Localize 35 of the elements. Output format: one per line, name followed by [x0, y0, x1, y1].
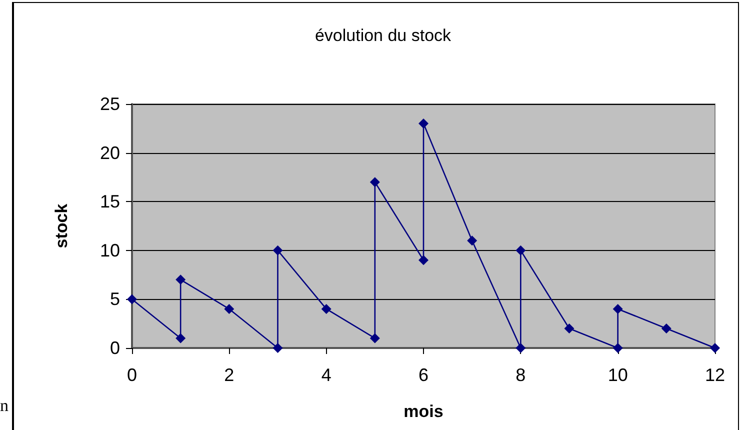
y-tick-label: 15 — [100, 192, 120, 212]
x-tick-label: 4 — [321, 365, 332, 385]
point — [710, 343, 720, 353]
point — [661, 323, 672, 334]
point — [370, 333, 380, 344]
x-tick-label: 10 — [608, 365, 628, 385]
point — [224, 304, 234, 314]
point — [176, 333, 186, 344]
x-tick-label: 12 — [704, 365, 726, 385]
x-tick-label: 6 — [418, 365, 429, 385]
chart-title: évolution du stock — [314, 26, 452, 45]
point — [370, 177, 380, 188]
point — [321, 304, 332, 314]
x-tick-label: 2 — [224, 365, 234, 385]
point — [272, 245, 283, 256]
y-tick-label: 20 — [100, 142, 120, 163]
y-tick-label: 25 — [100, 94, 120, 114]
point — [612, 343, 623, 353]
text: n — [0, 396, 8, 416]
point — [564, 323, 574, 334]
point — [418, 255, 428, 266]
point — [176, 274, 186, 285]
point — [516, 245, 526, 256]
point — [272, 343, 283, 353]
y-tick-label: 10 — [100, 240, 120, 260]
point — [418, 118, 428, 129]
y-axis-title: stock — [52, 203, 71, 248]
point — [467, 236, 478, 246]
y-tick-label: 0 — [110, 338, 120, 358]
x-axis-title: mois — [404, 402, 444, 421]
x-tick-label: 0 — [126, 365, 138, 385]
point — [612, 304, 623, 314]
point — [516, 343, 526, 353]
x-tick-label: 8 — [516, 365, 526, 385]
y-tick-label: 5 — [110, 289, 120, 310]
